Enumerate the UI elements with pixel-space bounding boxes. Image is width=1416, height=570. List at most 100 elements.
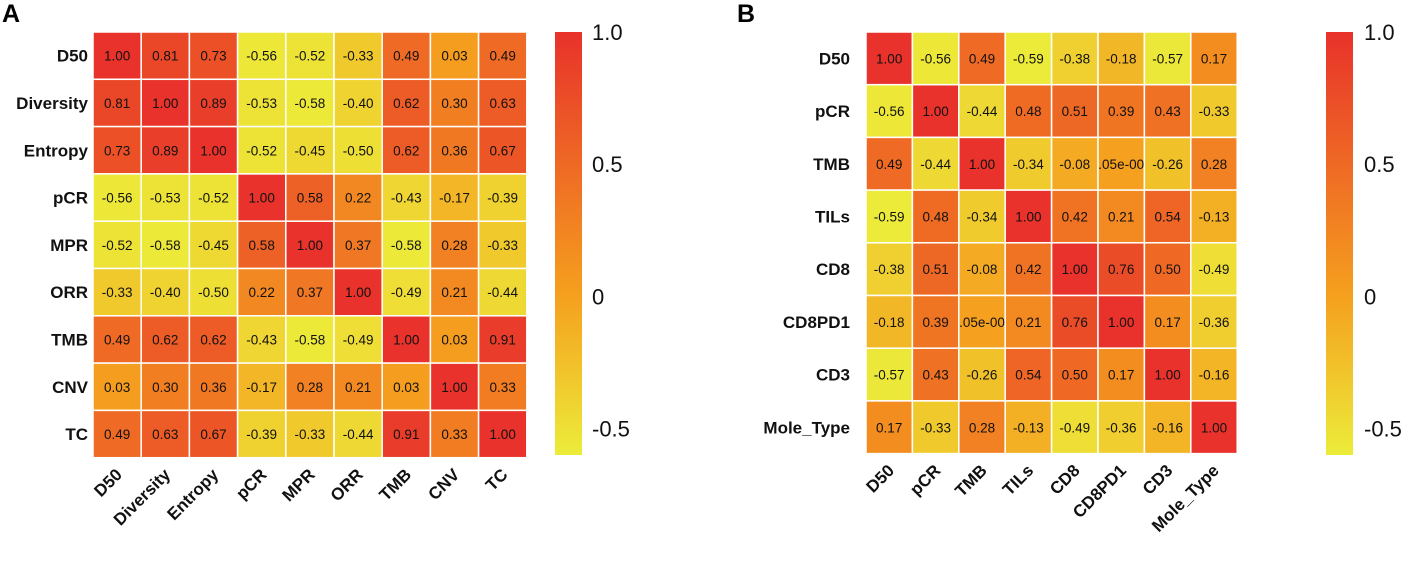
panel-b-colorbar-ticks: 1.0 0.5 0 -0.5 bbox=[1364, 20, 1402, 442]
panel-b-cell bbox=[865, 242, 914, 297]
panel-b-row-label: CD8 bbox=[816, 260, 850, 279]
panel-b-cell-value: 0.76 bbox=[1062, 315, 1088, 330]
panel-a-cell-value: 0.37 bbox=[345, 238, 371, 253]
panel-a-cell-value: 0.22 bbox=[249, 285, 275, 300]
panel-a-cell-value: -0.58 bbox=[295, 332, 326, 347]
panel-a-colorbar-ticks: 1.0 0.5 0 -0.5 bbox=[592, 20, 630, 442]
panel-a-cell bbox=[140, 31, 191, 81]
panel-a-cell-value: -0.44 bbox=[343, 427, 374, 442]
panel-b-column-label: TMB bbox=[951, 461, 990, 500]
panel-a-cell-value: -0.43 bbox=[246, 332, 277, 347]
panel-a-cell bbox=[140, 125, 191, 175]
panel-b-cell-value: 0.51 bbox=[1062, 104, 1088, 119]
panel-b-cell-value: 0.28 bbox=[1201, 157, 1227, 172]
panel-b-cell bbox=[958, 189, 1006, 244]
panel-a-cell-value: 0.62 bbox=[152, 332, 178, 347]
panel-a-cell-value: 0.30 bbox=[441, 96, 467, 111]
panel-a-cell-value: 0.89 bbox=[152, 143, 178, 158]
panel-b-cell-value: -0.57 bbox=[1152, 51, 1183, 66]
panel-b-cell-value: 0.49 bbox=[969, 51, 995, 66]
panel-a-column-label: ORR bbox=[327, 465, 367, 505]
panel-b-colorbar-tick: 0 bbox=[1364, 284, 1376, 309]
panel-a-cell-value: -0.50 bbox=[198, 285, 229, 300]
panel-b-cell bbox=[865, 400, 914, 455]
panel-a-cell-value: -0.49 bbox=[343, 332, 374, 347]
panel-b-cell-value: 0.43 bbox=[1154, 104, 1180, 119]
panel-b-cell-value: 0.17 bbox=[876, 420, 902, 435]
panel-a-cell-value: 1.00 bbox=[152, 96, 178, 111]
panel-a-cell bbox=[429, 267, 480, 317]
panel-b-cell-value: 1.00 bbox=[1201, 420, 1227, 435]
panel-b-cell-value: 0.42 bbox=[1015, 262, 1041, 277]
panel-a-cell bbox=[236, 125, 287, 175]
panel-a-cell bbox=[236, 173, 287, 222]
panel-b-row-label: CD8PD1 bbox=[783, 313, 850, 332]
panel-a-cell-value: -0.52 bbox=[198, 191, 229, 206]
panel-a-cell-value: -0.56 bbox=[102, 191, 133, 206]
panel-b-cell-value: .05e-00 bbox=[1098, 157, 1144, 172]
panel-a-cell-value: -0.45 bbox=[295, 143, 326, 158]
panel-a-cell bbox=[333, 220, 383, 270]
panel-a-cell bbox=[140, 173, 191, 222]
panel-a-colorbar-tick: 1.0 bbox=[592, 20, 623, 45]
panel-b-cell-value: 0.54 bbox=[1154, 209, 1181, 224]
panel-b-cell-value: 1.00 bbox=[1154, 368, 1180, 383]
panel-b-cell bbox=[865, 136, 914, 191]
panel-b-column-label: TILs bbox=[999, 461, 1037, 499]
panel-a-cell-value: 0.33 bbox=[490, 380, 516, 395]
panel-a-cell-value: 0.36 bbox=[441, 143, 467, 158]
panel-b-cell-value: -0.59 bbox=[874, 209, 905, 224]
panel-a-cell-value: -0.33 bbox=[487, 238, 518, 253]
panel-b-cell-value: 0.54 bbox=[1015, 368, 1042, 383]
panel-b-cell-value: 0.49 bbox=[876, 157, 902, 172]
panel-a-row-label: pCR bbox=[53, 189, 88, 208]
panel-a-cell bbox=[236, 362, 287, 412]
panel-b-cell bbox=[1004, 294, 1053, 349]
panel-b-cell bbox=[1190, 136, 1238, 191]
panel-a-cell-value: 0.91 bbox=[393, 427, 419, 442]
panel-a-cell bbox=[285, 78, 335, 128]
panel-b-cell bbox=[1143, 400, 1192, 455]
panel-b-cell bbox=[1050, 400, 1099, 455]
panel-a-cell-value: 0.28 bbox=[441, 238, 467, 253]
panel-a-cell bbox=[381, 315, 432, 364]
panel-b-cell bbox=[1190, 294, 1238, 349]
panel-b-cell-value: 1.00 bbox=[922, 104, 948, 119]
panel-b-cell bbox=[958, 400, 1006, 455]
panel-b-column-label: D50 bbox=[863, 461, 898, 496]
panel-b-heatmap-grid: 1.00 -0.56 0.49 -0.59 -0.38 -0.18 -0.57 0.17 -0.… bbox=[865, 31, 1238, 455]
panel-b-cell-value: 0.21 bbox=[1015, 315, 1041, 330]
panel-a-heatmap-grid: 1.00 0.81 0.73 -0.56 -0.52 -0.33 0.49 0.03 0.49 0… bbox=[92, 31, 528, 459]
panel-b-cell-value: 0.51 bbox=[922, 262, 948, 277]
panel-b-cell-value: 0.28 bbox=[969, 420, 995, 435]
panel-a-cell bbox=[92, 362, 142, 412]
panel-a-row-label: D50 bbox=[57, 47, 88, 66]
panel-b-cell-value: -0.33 bbox=[1199, 104, 1230, 119]
panel-a-cell-value: -0.56 bbox=[246, 49, 277, 64]
panel-b-colorbar-tick: 0.5 bbox=[1364, 152, 1395, 177]
panel-b-cell bbox=[911, 294, 960, 349]
panel-b-row-labels: D50 pCR TMB TILs CD8 CD8PD1 CD3 Mole_Type bbox=[763, 49, 850, 437]
panel-a-cell-value: 1.00 bbox=[393, 332, 419, 347]
panel-a-cell-value: 1.00 bbox=[297, 238, 323, 253]
panel-a: A 1.00 0.81 0.73 -0.56 -0.52 -0.33 0.49 0.03 0.4… bbox=[2, 0, 630, 529]
panel-a-cell-value: 0.03 bbox=[393, 380, 419, 395]
panel-a-row-label: CNV bbox=[52, 378, 89, 397]
panel-a-row-label: Diversity bbox=[16, 94, 88, 113]
panel-b-cell-value: -0.26 bbox=[967, 368, 998, 383]
panel-b-cell bbox=[1004, 189, 1053, 244]
panel-b-cell-value: -0.08 bbox=[967, 262, 998, 277]
panel-a-column-label: Entropy bbox=[163, 465, 222, 524]
panel-a-cell bbox=[429, 78, 480, 128]
panel-a-cell-value: 0.49 bbox=[104, 332, 130, 347]
panel-a-cell bbox=[477, 409, 528, 459]
panel-b-row-label: CD3 bbox=[816, 366, 850, 385]
panel-a-cell-value: 0.81 bbox=[104, 96, 130, 111]
panel-a-cell bbox=[381, 409, 432, 459]
panel-a-cell-value: 1.00 bbox=[200, 143, 226, 158]
panel-b-cell-value: 0.76 bbox=[1108, 262, 1134, 277]
panel-b-cell bbox=[1004, 31, 1053, 86]
panel-b-column-label: CD3 bbox=[1139, 461, 1176, 498]
panel-a-cell bbox=[333, 31, 383, 81]
